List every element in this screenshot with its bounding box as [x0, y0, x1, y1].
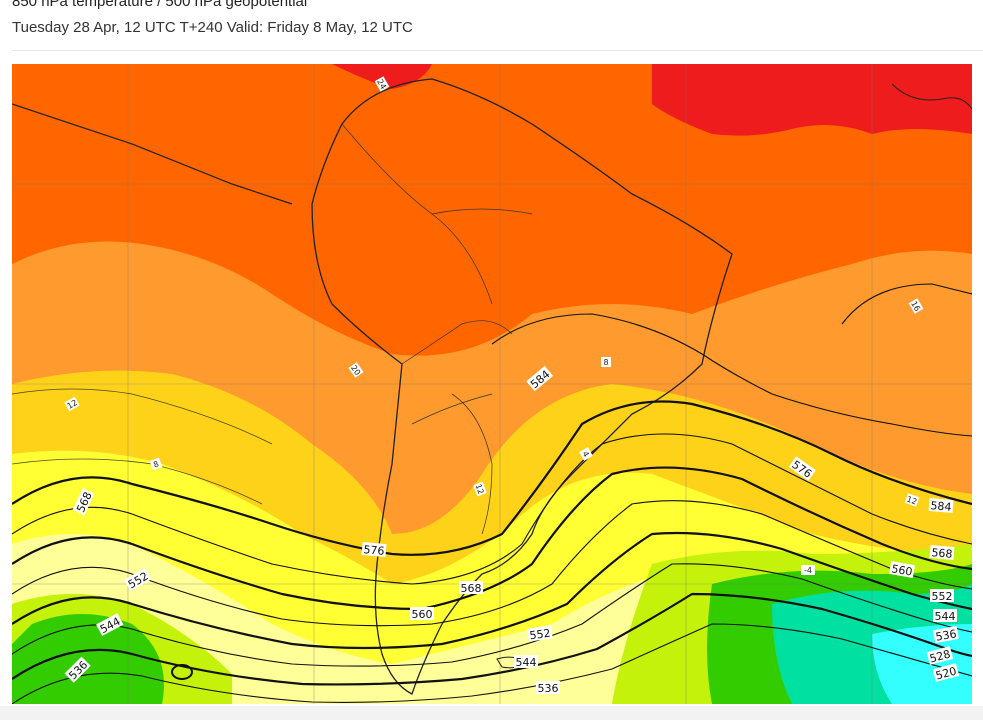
temp-label-12-west: 12 [66, 398, 79, 411]
weather-map[interactable]: 584 576 576 568 568 568 [12, 64, 972, 704]
contour-label-560-east: 560 [890, 562, 913, 578]
contour-label-536-mid: 536 [538, 682, 559, 695]
map-svg: 584 576 576 568 568 568 [12, 64, 972, 704]
south-america-coastline [311, 78, 733, 695]
contour-label-576-b: 576 [363, 543, 385, 558]
chart-title: 850 hPa temperature / 500 hPa geopotenti… [12, 0, 308, 10]
temp-label-12-east: 12 [906, 494, 919, 506]
temp-band-cyan [872, 624, 972, 704]
temperature-labels: 16 12 12 12 8 8 [64, 76, 924, 575]
temp-label-4: 4 [580, 450, 590, 459]
temp-label-12-mid: 12 [474, 483, 486, 496]
contour-labels: 584 576 576 568 568 568 [64, 365, 960, 695]
contour-label-560-mid: 560 [412, 608, 433, 621]
temp-label-24: 24 [375, 78, 388, 91]
contour-label-568-east: 568 [931, 546, 953, 561]
central-america-coastline [12, 103, 293, 205]
lat-lon-grid [12, 64, 972, 704]
contour-label-552-mid: 552 [529, 627, 552, 643]
chart-subtitle: Tuesday 28 Apr, 12 UTC T+240 Valid: Frid… [12, 19, 413, 36]
contour-label-552-east: 552 [932, 590, 953, 603]
temp-band-red [652, 64, 972, 136]
contour-label-520: 520 [934, 664, 958, 682]
bottom-strip [0, 706, 983, 720]
contour-label-528: 528 [928, 647, 952, 665]
chart-header: 850 hPa temperature / 500 hPa geopotenti… [12, 0, 972, 38]
caribbean-coastline [891, 83, 972, 110]
contour-label-544-mid: 544 [516, 656, 537, 669]
temp-label-minus-4: -4 [804, 566, 812, 575]
contour-label-584-east: 584 [930, 499, 952, 514]
temp-label-16: 16 [909, 300, 922, 313]
contour-label-544-east: 544 [935, 610, 956, 623]
contour-label-536-east: 536 [935, 627, 958, 643]
country-borders [341, 123, 533, 425]
temp-band-green-west [12, 614, 164, 704]
header-divider [12, 50, 983, 51]
contour-label-568-mid: 568 [461, 582, 482, 595]
geopotential-contours [12, 283, 972, 704]
temp-label-8-mid: 8 [603, 358, 608, 367]
temp-label-8-west: 8 [152, 459, 160, 469]
